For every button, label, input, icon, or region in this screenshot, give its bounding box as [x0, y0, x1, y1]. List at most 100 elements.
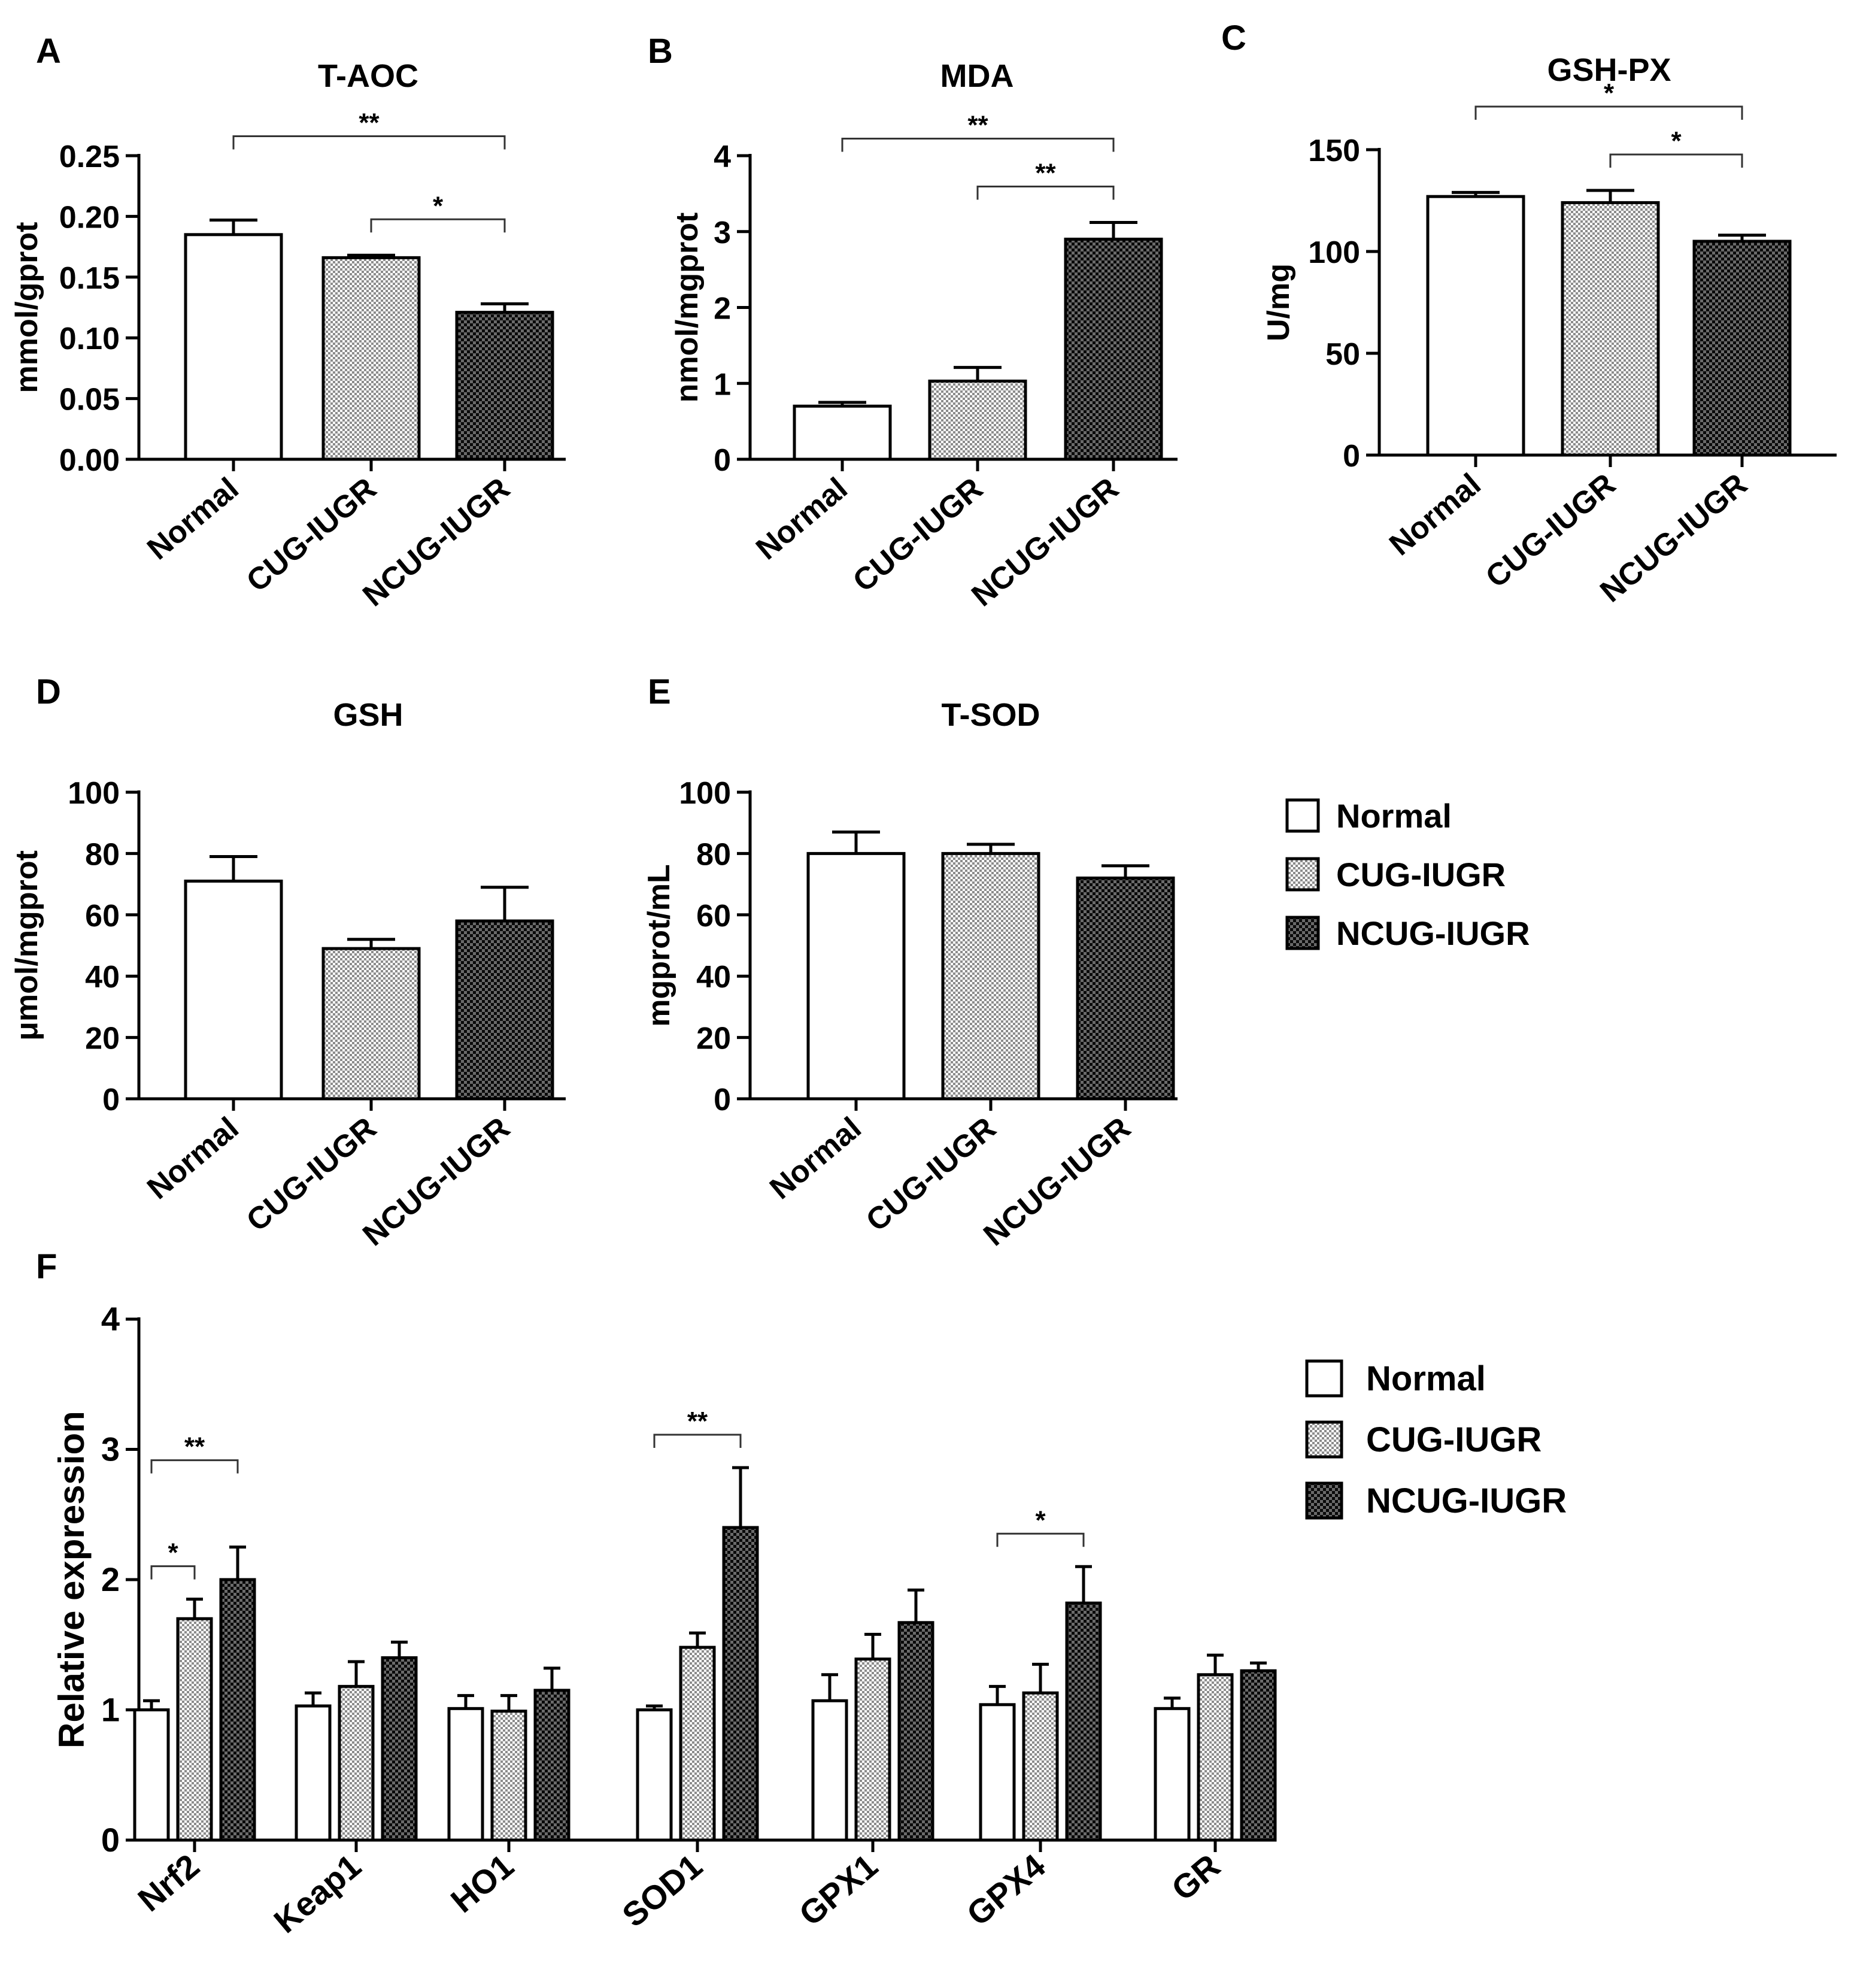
bar-normal — [1426, 195, 1525, 457]
x-tick-label-cug-iugr: CUG-IUGR — [240, 471, 383, 599]
bar-nrf2-normal — [133, 1708, 170, 1842]
y-tick-label: 100 — [68, 776, 120, 811]
bar-cug-iugr — [1561, 201, 1660, 457]
x-tick-label-ncug-iugr: NCUG-IUGR — [1594, 467, 1753, 610]
y-tick-label: 3 — [714, 216, 731, 250]
x-tick-label-cug-iugr: CUG-IUGR — [846, 471, 990, 599]
y-tick-label: 20 — [85, 1022, 120, 1056]
y-tick-label: 0 — [714, 443, 731, 478]
legend-label-normal: Normal — [1366, 1359, 1486, 1398]
y-tick-label: 100 — [1308, 235, 1360, 270]
y-tick-label: 3 — [101, 1431, 120, 1468]
x-tick-label-gpx1: GPX1 — [792, 1847, 885, 1933]
x-tick-label-ncug-iugr: NCUG-IUGR — [356, 1111, 516, 1253]
y-axis-label: μmol/mgprot — [10, 850, 44, 1041]
significance-label: * — [433, 191, 444, 220]
bar-ncug-iugr — [455, 919, 554, 1101]
y-tick-label: 0 — [102, 1083, 120, 1117]
panel-b-mda: MDA nmol/mgprot 0 1 2 3 4 NormalCUG-IUGRNCUG-IU… — [670, 58, 1178, 613]
x-tick-label-gr: GR — [1164, 1847, 1227, 1908]
significance-label: ** — [184, 1432, 205, 1462]
y-tick-label: 2 — [101, 1560, 120, 1598]
legend-swatch-normal — [1285, 798, 1320, 833]
x-tick-label-normal: Normal — [749, 471, 854, 567]
bar-ncug-iugr — [455, 311, 554, 461]
legend-swatch-ncug-iugr — [1285, 916, 1320, 950]
y-tick-label: 50 — [1325, 337, 1360, 372]
panel-letter-d: D — [36, 672, 61, 711]
y-tick-label: 0.00 — [59, 443, 120, 478]
bar-gpx4-ncug-iugr — [1065, 1601, 1102, 1842]
y-tick-label: 1 — [714, 367, 731, 402]
y-tick-label: 40 — [85, 960, 120, 995]
bar-cug-iugr — [941, 851, 1040, 1101]
bar-gpx4-cug-iugr — [1022, 1691, 1059, 1842]
panel-letter-c: C — [1221, 19, 1246, 57]
significance-bracket — [150, 1565, 196, 1580]
bar-ncug-iugr — [1692, 240, 1792, 457]
y-tick-label: 40 — [696, 960, 731, 995]
significance-bracket — [976, 186, 1115, 200]
bar-sod1-cug-iugr — [679, 1645, 716, 1842]
bar-ho1-normal — [447, 1707, 484, 1842]
significance-label: * — [168, 1538, 178, 1568]
legend-item-cug-iugr: CUG-IUGR — [1285, 856, 1506, 893]
bar-cug-iugr — [321, 947, 421, 1101]
bar-sod1-normal — [636, 1708, 673, 1842]
significance-bracket — [996, 1532, 1085, 1547]
significance-bracket — [841, 138, 1115, 152]
bar-cug-iugr — [928, 379, 1027, 461]
y-tick-label: 2 — [714, 292, 731, 326]
legend-label-cug-iugr: CUG-IUGR — [1336, 856, 1506, 893]
chart-title: GSH-PX — [1547, 52, 1671, 88]
bar-keap1-cug-iugr — [338, 1684, 375, 1842]
x-tick-label-normal: Normal — [141, 471, 245, 567]
y-tick-label: 0 — [101, 1821, 120, 1859]
panel-letter-f: F — [36, 1247, 57, 1286]
legend-bottom: Normal CUG-IUGR NCUG-IUGR — [1305, 1359, 1567, 1520]
bar-ho1-cug-iugr — [490, 1710, 527, 1842]
bar-ncug-iugr — [1076, 876, 1175, 1101]
bar-normal — [793, 404, 892, 461]
panel-f-relative-expression: Relative expression 0 1 2 3 4 Nrf2 Keap1 HO1 SOD1… — [51, 1300, 1277, 1940]
significance-label: ** — [359, 108, 380, 137]
x-tick-label-normal: Normal — [1383, 467, 1488, 563]
bar-sod1-ncug-iugr — [722, 1526, 759, 1842]
y-tick-label: 0.10 — [59, 322, 120, 356]
chart-title: T-SOD — [941, 697, 1040, 733]
legend-item-cug-iugr: CUG-IUGR — [1305, 1420, 1542, 1459]
legend-swatch-normal — [1305, 1359, 1343, 1398]
bar-nrf2-ncug-iugr — [219, 1578, 256, 1842]
legend-label-ncug-iugr: NCUG-IUGR — [1366, 1481, 1567, 1520]
significance-label: * — [1604, 78, 1615, 108]
y-axis-label: Relative expression — [51, 1411, 92, 1748]
y-tick-label: 0 — [714, 1083, 731, 1117]
bar-cug-iugr — [321, 256, 421, 461]
bar-ho1-ncug-iugr — [533, 1689, 571, 1842]
significance-label: ** — [967, 111, 988, 140]
x-tick-label-ho1: HO1 — [444, 1847, 521, 1920]
y-tick-label: 0.20 — [59, 200, 120, 235]
bar-nrf2-cug-iugr — [176, 1617, 213, 1842]
y-tick-label: 0.15 — [59, 261, 120, 296]
significance-bracket — [370, 218, 506, 233]
significance-label: * — [1671, 126, 1682, 156]
legend-item-ncug-iugr: NCUG-IUGR — [1305, 1481, 1567, 1520]
panel-letter-e: E — [648, 672, 671, 711]
panel-letter-a: A — [36, 32, 61, 71]
y-tick-label: 60 — [696, 899, 731, 934]
significance-label: * — [1035, 1505, 1046, 1535]
bar-keap1-normal — [295, 1704, 332, 1842]
legend-label-cug-iugr: CUG-IUGR — [1366, 1420, 1542, 1459]
y-axis-label: nmol/mgprot — [670, 213, 705, 403]
x-tick-label-normal: Normal — [763, 1111, 868, 1207]
significance-bracket — [232, 135, 506, 150]
legend-swatch-ncug-iugr — [1305, 1481, 1343, 1520]
y-tick-label: 60 — [85, 899, 120, 934]
legend-top: Normal CUG-IUGR NCUG-IUGR — [1285, 797, 1530, 952]
x-tick-label-sod1: SOD1 — [615, 1847, 709, 1934]
significance-bracket — [150, 1459, 239, 1474]
legend-label-normal: Normal — [1336, 797, 1452, 835]
legend-item-normal: Normal — [1305, 1359, 1486, 1398]
y-tick-label: 4 — [101, 1300, 120, 1338]
